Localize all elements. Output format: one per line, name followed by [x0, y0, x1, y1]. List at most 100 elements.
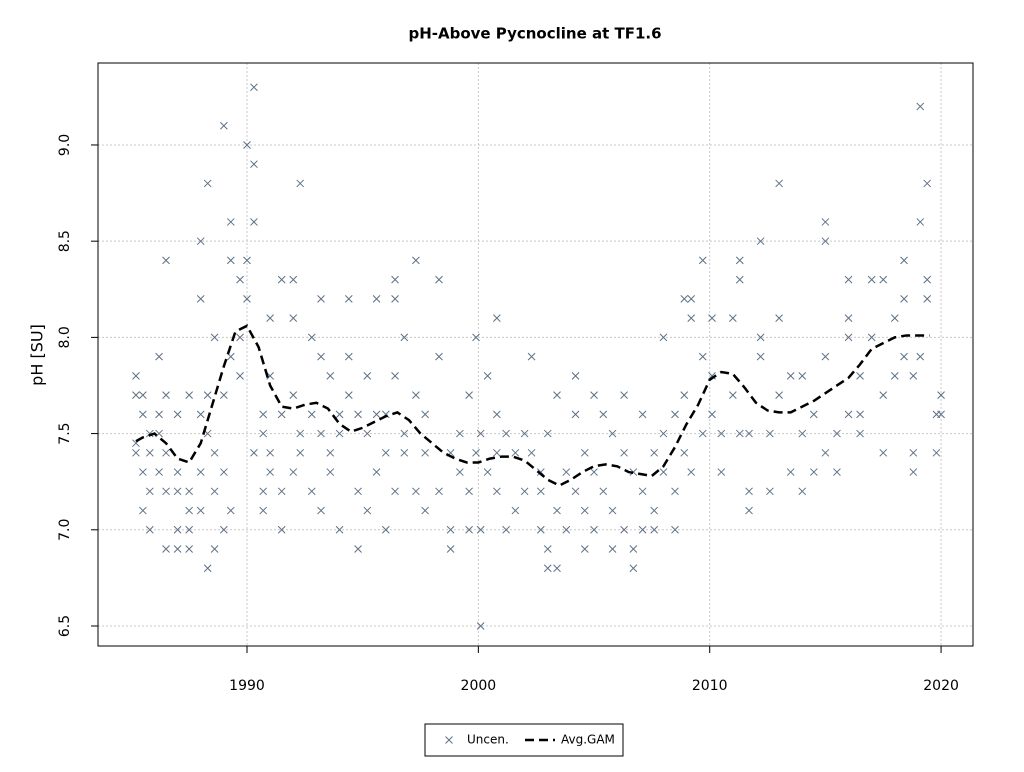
- point: [571, 410, 580, 419]
- point: [638, 410, 647, 419]
- point: [400, 333, 409, 342]
- point: [590, 525, 598, 534]
- point: [590, 468, 598, 476]
- point: [391, 295, 399, 303]
- point: [185, 545, 194, 553]
- point: [527, 352, 536, 361]
- point: [162, 448, 170, 457]
- point: [412, 487, 420, 496]
- point: [833, 468, 841, 476]
- point: [543, 545, 552, 553]
- point: [236, 372, 244, 380]
- point: [465, 487, 473, 496]
- point: [599, 487, 608, 496]
- point: [659, 333, 668, 342]
- point: [335, 429, 344, 438]
- point: [307, 410, 316, 419]
- point: [326, 468, 335, 476]
- point: [879, 391, 888, 399]
- point: [277, 275, 286, 284]
- point: [243, 295, 251, 303]
- point: [879, 448, 888, 457]
- point: [226, 256, 235, 265]
- point: [745, 487, 753, 496]
- point: [809, 468, 818, 476]
- point: [372, 410, 381, 419]
- point: [250, 83, 258, 92]
- point: [421, 410, 429, 419]
- point: [680, 448, 689, 457]
- point: [659, 429, 668, 438]
- point: [145, 429, 154, 438]
- point: [717, 429, 726, 438]
- y-tick-label: 8.0: [57, 326, 73, 348]
- point: [173, 468, 182, 476]
- point: [289, 314, 298, 322]
- point: [867, 275, 876, 284]
- point: [798, 487, 807, 496]
- point: [372, 468, 381, 476]
- point: [629, 564, 638, 573]
- point: [493, 410, 501, 419]
- point: [608, 429, 617, 438]
- point: [132, 372, 140, 380]
- point: [867, 333, 876, 342]
- point: [155, 410, 163, 419]
- point: [916, 218, 925, 226]
- point: [266, 468, 274, 476]
- point: [185, 506, 194, 515]
- point: [344, 295, 353, 303]
- point: [650, 506, 659, 515]
- point: [145, 487, 154, 496]
- point: [381, 525, 390, 534]
- point: [476, 525, 485, 534]
- point: [421, 448, 429, 457]
- point: [553, 564, 561, 573]
- point: [844, 333, 853, 342]
- point: [139, 410, 147, 419]
- point: [277, 525, 286, 534]
- point: [580, 545, 589, 553]
- point: [220, 391, 228, 399]
- point: [680, 295, 689, 303]
- point: [844, 314, 853, 322]
- point: [543, 429, 552, 438]
- legend-label: Avg.GAM: [561, 733, 615, 747]
- point: [455, 468, 464, 476]
- point: [317, 352, 325, 361]
- point: [536, 487, 545, 496]
- point: [354, 545, 362, 553]
- point: [786, 468, 795, 476]
- point: [203, 564, 212, 573]
- point: [620, 391, 628, 399]
- chart-title: pH-Above Pycnocline at TF1.6: [408, 25, 661, 43]
- point: [203, 179, 212, 188]
- point: [856, 429, 864, 438]
- point: [932, 448, 941, 457]
- point: [511, 448, 520, 457]
- point: [250, 160, 258, 169]
- point: [317, 295, 325, 303]
- point: [923, 179, 932, 188]
- point: [543, 564, 552, 573]
- point: [250, 218, 258, 226]
- point: [527, 448, 536, 457]
- point: [735, 256, 744, 265]
- point: [317, 506, 325, 515]
- point: [728, 391, 737, 399]
- point: [220, 468, 228, 476]
- legend-label: Uncen.: [467, 733, 509, 747]
- point: [536, 525, 545, 534]
- point: [680, 391, 689, 399]
- point: [483, 468, 492, 476]
- point: [335, 525, 344, 534]
- point: [243, 141, 251, 149]
- point: [879, 275, 888, 284]
- point: [821, 448, 830, 457]
- point: [155, 468, 163, 476]
- point: [412, 391, 420, 399]
- point: [173, 525, 182, 534]
- point: [472, 333, 480, 342]
